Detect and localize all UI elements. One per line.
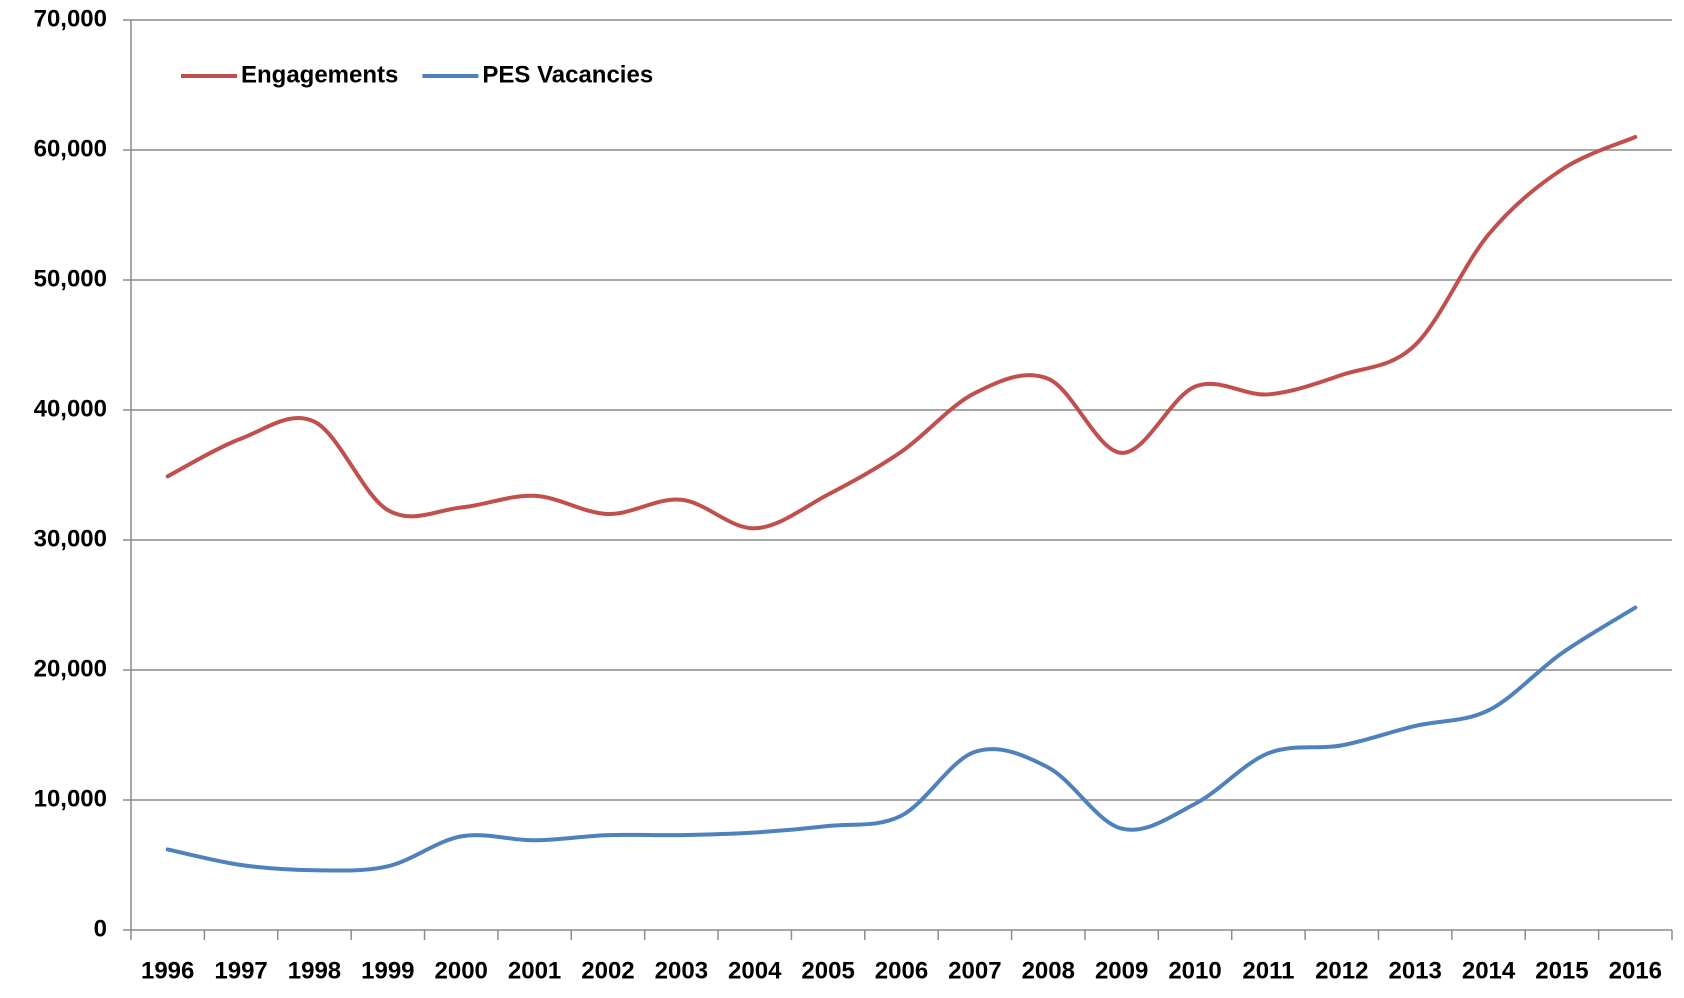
x-tick-label: 2009 xyxy=(1095,957,1148,984)
line-series xyxy=(165,605,1638,873)
y-tick-label: 70,000 xyxy=(34,5,107,32)
x-tick-label: 2005 xyxy=(801,957,854,984)
x-tick-label: 2004 xyxy=(728,957,782,984)
y-tick-label: 40,000 xyxy=(34,395,107,422)
x-tick-label: 2012 xyxy=(1315,957,1368,984)
x-tick-label: 2008 xyxy=(1022,957,1075,984)
legend-label: PES Vacancies xyxy=(482,61,653,88)
y-tick-label: 0 xyxy=(94,915,107,942)
x-tick-label: 2010 xyxy=(1168,957,1221,984)
y-tick-label: 30,000 xyxy=(34,525,107,552)
y-tick-label: 20,000 xyxy=(34,655,107,682)
x-tick-label: 2015 xyxy=(1535,957,1588,984)
x-tick-label: 2000 xyxy=(435,957,488,984)
x-tick-label: 2007 xyxy=(948,957,1001,984)
x-tick-label: 2013 xyxy=(1388,957,1441,984)
y-tick-label: 60,000 xyxy=(34,135,107,162)
x-tick-label: 2001 xyxy=(508,957,561,984)
x-tick-label: 1997 xyxy=(214,957,267,984)
x-tick-label: 2014 xyxy=(1462,957,1516,984)
x-tick-label: 2002 xyxy=(581,957,634,984)
x-tick-label: 2003 xyxy=(655,957,708,984)
legend-label: Engagements xyxy=(241,61,398,88)
x-tick-label: 1999 xyxy=(361,957,414,984)
line-series xyxy=(165,135,1638,531)
x-tick-label: 1996 xyxy=(141,957,194,984)
x-tick-label: 2011 xyxy=(1242,957,1294,984)
x-tick-label: 2016 xyxy=(1609,957,1662,984)
y-tick-label: 50,000 xyxy=(34,265,107,292)
x-tick-label: 2006 xyxy=(875,957,928,984)
y-tick-label: 10,000 xyxy=(34,785,107,812)
x-tick-label: 1998 xyxy=(288,957,341,984)
